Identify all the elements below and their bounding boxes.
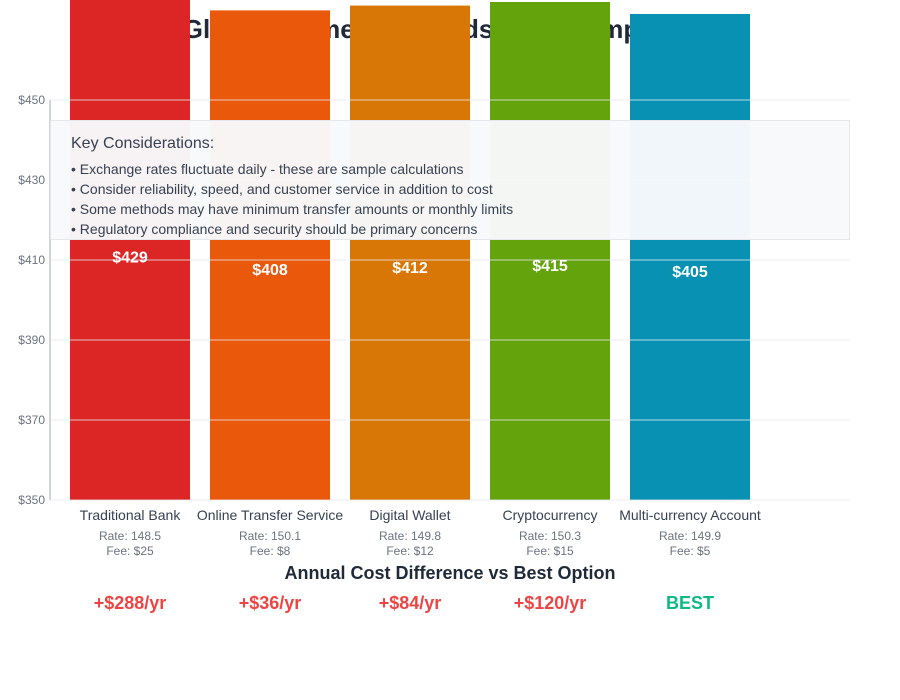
rate-label: Rate: 150.1 <box>238 529 302 543</box>
bar-value-label: $429 <box>112 250 148 267</box>
annual-diff-title: Annual Cost Difference vs Best Option <box>284 563 616 583</box>
y-tick-label: $450 <box>18 93 45 107</box>
annual-diff-value: +$288/yr <box>93 593 167 613</box>
fee-label: Fee: $12 <box>386 544 434 558</box>
fee-label: Fee: $15 <box>526 544 574 558</box>
y-tick-label: $430 <box>18 173 45 187</box>
key-item: • Consider reliability, speed, and custo… <box>71 181 493 197</box>
y-tick-label: $370 <box>18 413 45 427</box>
y-tick-label: $410 <box>18 253 45 267</box>
y-tick-label: $390 <box>18 333 45 347</box>
fee-label: Fee: $5 <box>669 544 711 558</box>
fee-label: Fee: $8 <box>249 544 291 558</box>
category-label: Online Transfer Service <box>196 507 344 523</box>
key-heading: Key Considerations: <box>71 135 215 152</box>
annual-diff-value: +$120/yr <box>513 593 587 613</box>
bar[interactable] <box>630 14 750 500</box>
fee-label: Fee: $25 <box>106 544 154 558</box>
bar[interactable] <box>490 2 610 500</box>
rate-label: Rate: 149.9 <box>658 529 722 543</box>
rate-label: Rate: 150.3 <box>518 529 582 543</box>
category-label: Cryptocurrency <box>502 507 598 523</box>
annual-diff-value: BEST <box>665 593 714 613</box>
rate-label: Rate: 149.8 <box>378 529 442 543</box>
annual-diff-value: +$84/yr <box>378 593 442 613</box>
bar-value-label: $408 <box>252 262 288 279</box>
bar[interactable] <box>210 10 330 501</box>
key-item: • Exchange rates fluctuate daily - these… <box>71 161 464 177</box>
category-label: Traditional Bank <box>79 507 181 523</box>
bar-value-label: $412 <box>392 260 428 277</box>
bar[interactable] <box>70 0 190 500</box>
annual-diff-value: +$36/yr <box>238 593 302 613</box>
rate-label: Rate: 148.5 <box>98 529 162 543</box>
bar-value-label: $405 <box>672 264 708 281</box>
key-item: • Some methods may have minimum transfer… <box>71 201 514 217</box>
y-tick-label: $350 <box>18 493 45 507</box>
bar[interactable] <box>350 5 470 500</box>
key-considerations-box: Key Considerations: • Exchange rates flu… <box>50 120 850 240</box>
key-item: • Regulatory compliance and security sho… <box>71 221 478 237</box>
category-label: Digital Wallet <box>369 507 451 523</box>
bar-chart: $350 $370 $390 $410 $430 $450 $429 $408 $412 $415… <box>18 0 850 507</box>
bar-value-label: $415 <box>532 258 568 275</box>
category-label: Multi-currency Account <box>619 507 761 523</box>
